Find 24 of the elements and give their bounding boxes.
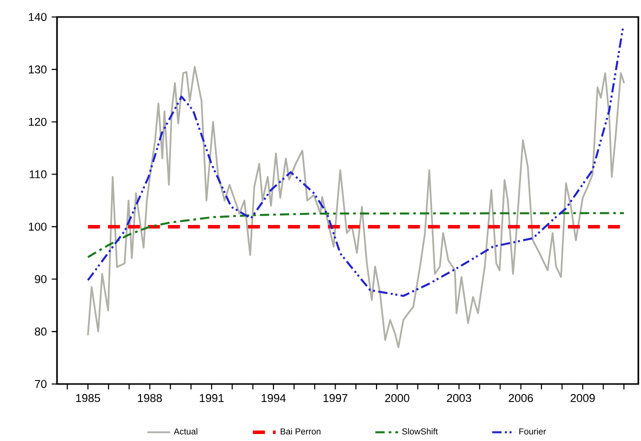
- x-tick-label: 1997: [324, 394, 348, 402]
- line-series: [86, 26, 624, 297]
- x-tick-label: 1991: [200, 394, 224, 402]
- x-tick-label: 2000: [385, 394, 410, 402]
- legend-label: Fourier: [519, 428, 546, 434]
- legend-label: Bai Perron: [280, 428, 320, 434]
- x-tick-label: 1985: [76, 394, 100, 402]
- legend-label: SlowShift: [402, 428, 438, 434]
- y-tick-label: 140: [28, 12, 47, 22]
- y-tick-label: 80: [34, 328, 47, 336]
- x-tick-label: 2003: [446, 394, 472, 402]
- y-tick-label: 90: [34, 275, 47, 284]
- y-tick-label: 130: [28, 65, 47, 74]
- x-tick-label: 1994: [262, 394, 286, 402]
- x-tick-label: 2006: [508, 394, 533, 402]
- legend-label: Actual: [174, 428, 198, 434]
- y-tick-label: 100: [28, 222, 47, 231]
- x-tick-label: 1988: [138, 394, 162, 402]
- y-tick-label: 120: [28, 118, 47, 126]
- y-tick-label: 70: [34, 380, 47, 388]
- x-tick-label: 2009: [570, 394, 595, 402]
- line-series: [86, 212, 625, 258]
- line-series: [87, 66, 625, 348]
- y-tick-label: 110: [30, 170, 47, 178]
